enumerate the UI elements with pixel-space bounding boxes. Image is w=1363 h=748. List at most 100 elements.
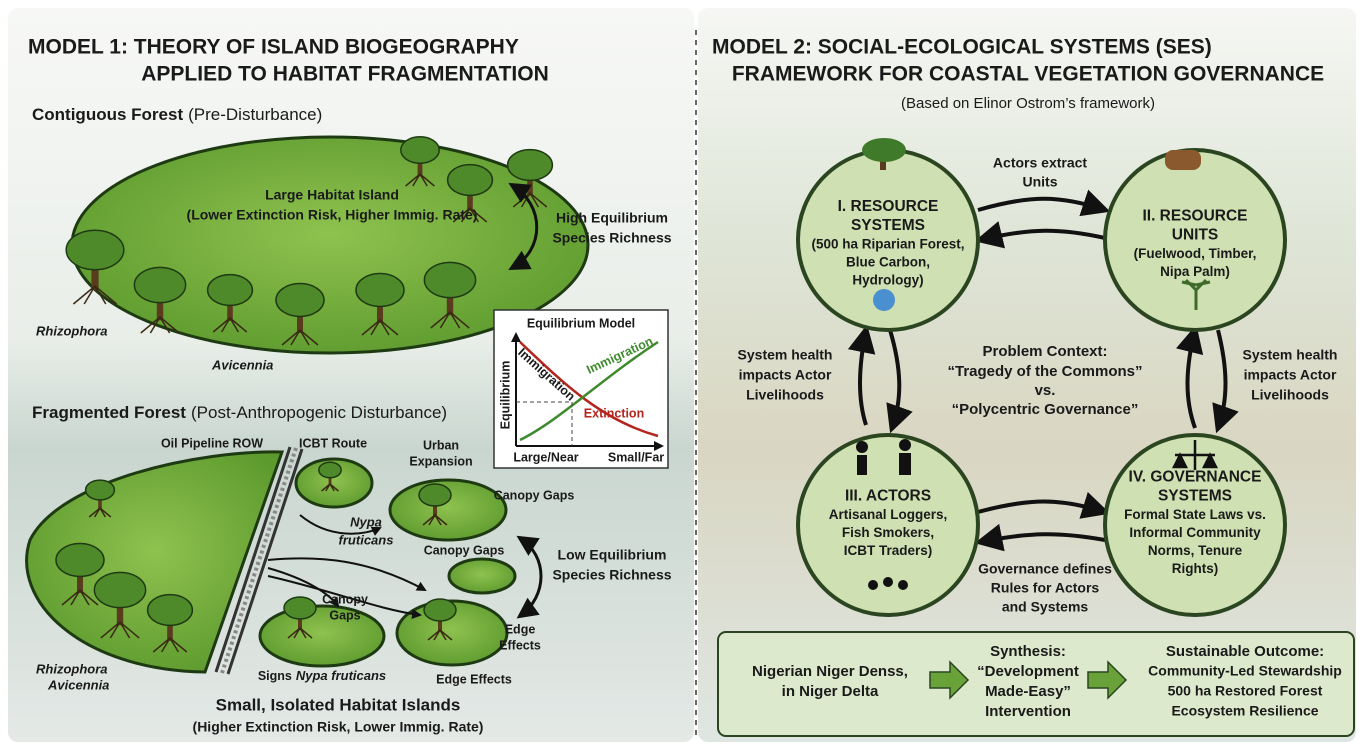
fragment-label: Canopy Gaps xyxy=(424,543,505,557)
fragment-label: Edge Effects xyxy=(436,672,512,686)
node-icons xyxy=(883,577,893,587)
species-label: Nypa xyxy=(350,514,382,529)
tree-roots xyxy=(361,318,399,336)
tree-roots xyxy=(72,284,118,305)
species-label: Avicennia xyxy=(211,357,273,372)
cycle-arrows xyxy=(1212,329,1239,434)
synthesis-box xyxy=(1087,660,1128,700)
richness-label: Species Richness xyxy=(552,230,671,246)
tree-crown xyxy=(275,282,325,318)
edge-label: Livelihoods xyxy=(1251,387,1329,403)
richness-label: Low Equilibrium xyxy=(558,547,667,563)
tree-roots xyxy=(321,482,339,492)
x-axis-label: Small/Far xyxy=(608,450,664,464)
edge-label: Governance defines xyxy=(978,561,1112,577)
edge-label: and Systems xyxy=(1002,599,1089,615)
tree-roots xyxy=(212,316,248,333)
node-icons xyxy=(862,138,906,162)
section-heading: Fragmented Forest xyxy=(32,403,186,422)
node-icons xyxy=(856,138,1219,590)
node-circles xyxy=(796,433,980,617)
tree-crown xyxy=(506,148,554,182)
node-body: Fish Smokers, xyxy=(842,525,934,540)
node-title: SYSTEMS xyxy=(851,217,925,234)
tree-crown xyxy=(206,273,254,307)
fragment-islands xyxy=(214,446,304,675)
fragment-label: ICBT Route xyxy=(299,436,367,450)
synthesis-text: Intervention xyxy=(985,703,1071,720)
species-label: Rhizophora xyxy=(36,323,108,338)
fragment-islands xyxy=(258,604,386,668)
node-circles xyxy=(1103,433,1287,617)
cycle-arrows xyxy=(977,491,1111,519)
tree-crown xyxy=(55,542,105,578)
node-icons xyxy=(1171,440,1219,470)
infographic: I. RESOURCE SYSTEMS (500 ha Riparian Fores… xyxy=(811,198,1265,576)
cycle-arrows xyxy=(974,523,1106,552)
fragment-islands xyxy=(25,450,285,674)
node-icons xyxy=(1165,150,1201,170)
center-text: “Polycentric Governance” xyxy=(952,401,1139,418)
equilibrium-box xyxy=(519,340,659,442)
richness-arrow xyxy=(508,182,539,271)
edge-label: impacts Actor xyxy=(739,367,832,383)
model2-subtitle: (Based on Elinor Ostrom’s framework) xyxy=(901,95,1155,112)
synthesis-text: Sustainable Outcome: xyxy=(1166,643,1324,660)
synthesis-text: Community-Led Stewardship xyxy=(1148,663,1342,679)
cycle-arrows xyxy=(886,329,913,434)
tree-roots xyxy=(100,620,140,639)
node-body: (Fuelwood, Timber, xyxy=(1134,246,1257,261)
fragment-label: Canopy Gaps xyxy=(494,488,575,502)
tree-crown xyxy=(93,571,147,609)
tree-crown xyxy=(400,136,440,164)
tree-crown xyxy=(423,598,457,622)
node-body: Hydrology) xyxy=(852,273,923,288)
node-title: III. ACTORS xyxy=(845,488,931,505)
tree-roots xyxy=(430,310,470,329)
model1-title: MODEL 1: THEORY OF ISLAND BIOGEOGRAPHY xyxy=(28,36,519,59)
fragment-islands xyxy=(294,457,374,509)
infographic: Fragmented Forest (Post-Anthropogenic Dis… xyxy=(32,403,447,422)
tree-crown xyxy=(133,266,187,304)
synthesis-text: 500 ha Restored Forest xyxy=(1168,683,1323,699)
node-icons xyxy=(868,580,878,590)
node-body: Norms, Tenure xyxy=(1148,543,1243,558)
fragment-label: Edge xyxy=(505,622,536,636)
synthesis-text: Made-Easy” xyxy=(985,683,1071,700)
tree-roots xyxy=(281,328,319,346)
node-title: SYSTEMS xyxy=(1158,488,1232,505)
dispersal-arrows xyxy=(267,514,543,619)
tree-crown xyxy=(355,272,405,308)
x-axis-label: Large/Near xyxy=(513,450,578,464)
tree-crown xyxy=(283,596,317,620)
node-title: UNITS xyxy=(1172,227,1219,244)
synthesis-text: Synthesis: xyxy=(990,643,1066,660)
tree-crown xyxy=(318,461,342,479)
synthesis-text: “Development xyxy=(977,663,1079,680)
dispersal-arrows xyxy=(299,514,382,536)
tree-crown xyxy=(418,483,452,507)
synthesis-box xyxy=(929,660,970,700)
cycle-arrows xyxy=(1175,324,1204,429)
node-title: I. RESOURCE xyxy=(838,198,939,215)
node-body: (500 ha Riparian Forest, xyxy=(811,237,964,252)
tree-crown xyxy=(423,261,477,299)
fragment-label: Expansion xyxy=(409,454,472,468)
equilibrium-box xyxy=(493,309,669,469)
fragment-label: Oil Pipeline ROW xyxy=(161,436,263,450)
node-body: Blue Carbon, xyxy=(846,255,930,270)
node-title: II. RESOURCE xyxy=(1142,208,1247,225)
islands-label: Small, Isolated Habitat Islands xyxy=(216,695,461,714)
model2-title: MODEL 2: SOCIAL-ECOLOGICAL SYSTEMS (SES) xyxy=(712,36,1212,59)
node-icons xyxy=(873,289,895,311)
tree-crown xyxy=(446,163,494,197)
fragment-islands xyxy=(447,557,517,595)
node-circles xyxy=(1103,148,1287,332)
tree-roots xyxy=(405,172,435,187)
cycle-arrows xyxy=(977,189,1111,217)
tree-crown xyxy=(84,479,116,501)
node-body: ICBT Traders) xyxy=(844,543,933,558)
tree-roots xyxy=(287,626,313,639)
node-icons xyxy=(899,453,911,475)
